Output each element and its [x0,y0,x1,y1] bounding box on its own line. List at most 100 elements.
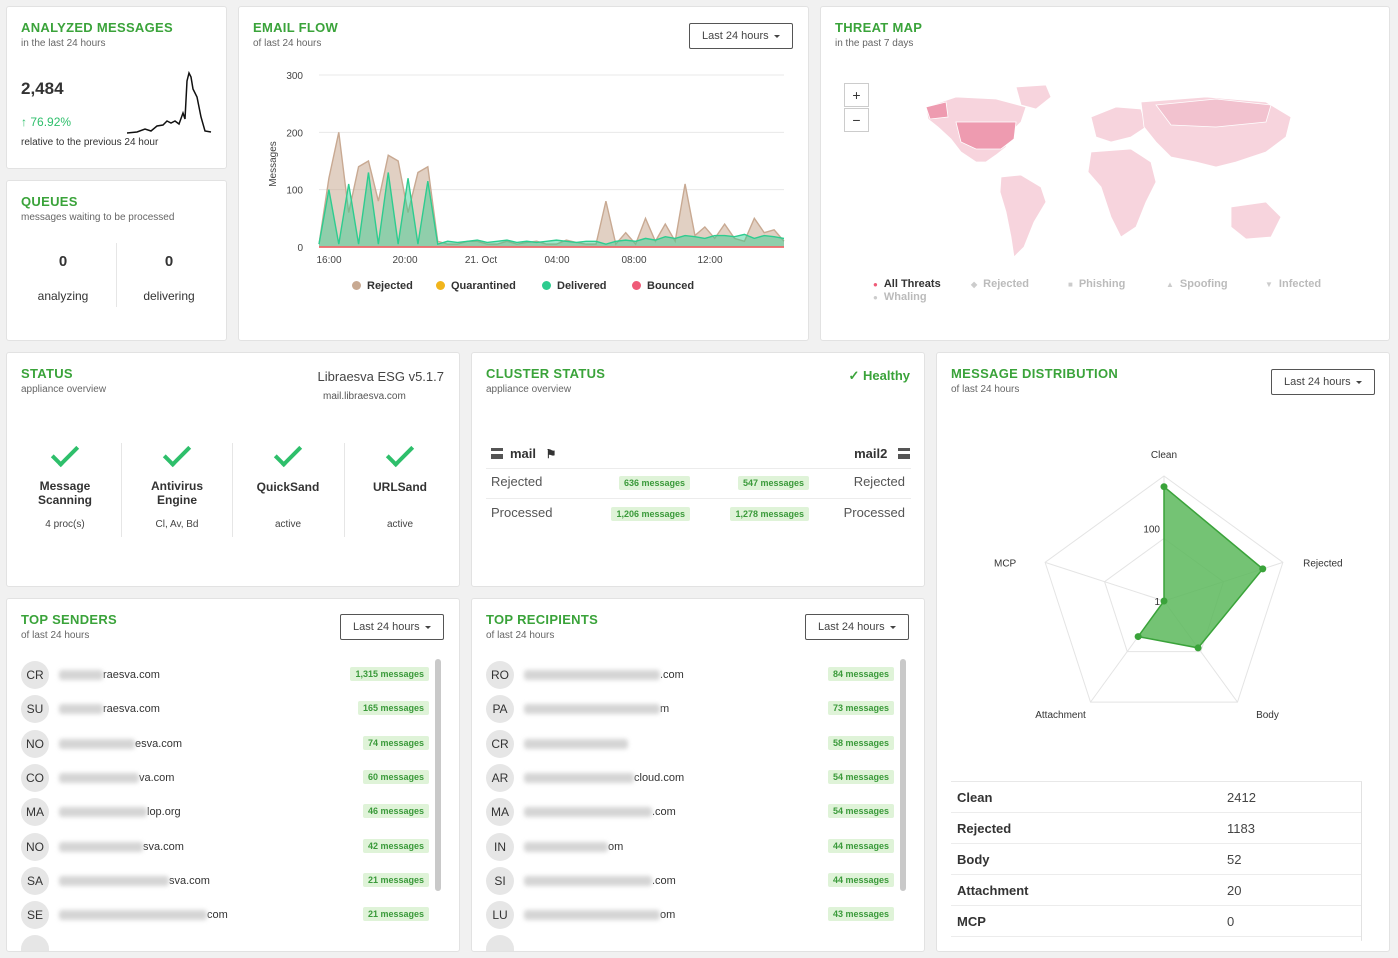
radar-point [1160,483,1168,491]
card-title: EMAIL FLOW [253,20,339,35]
legend-label: Rejected [983,278,1030,290]
divider [344,443,345,537]
x-tick-label: 21. Oct [465,255,497,266]
list-item-address[interactable] [524,738,628,750]
recipients-period-dropdown[interactable]: Last 24 hours [805,614,909,640]
divider [486,498,911,499]
cluster-health: ✓ Healthy [849,368,911,384]
list-item-address[interactable]: com [59,909,228,921]
distribution-row: Clean 2412 [951,782,1361,813]
top-recipients-card: TOP RECIPIENTS of last 24 hours Last 24 … [471,598,925,952]
redacted-text [524,772,634,783]
divider [121,443,122,537]
list-item-address[interactable]: esva.com [59,738,182,750]
node2-count-badge: 547 messages [737,476,809,490]
x-tick-label: 08:00 [621,255,646,266]
list-item-address[interactable]: sva.com [59,875,210,887]
email-flow-period-dropdown[interactable]: Last 24 hours [689,23,793,49]
message-count-badge: 1,315 messages [350,667,429,681]
address-suffix: raesva.com [103,669,160,681]
address-suffix: com [207,909,228,922]
change-value: 76.92% [30,115,72,129]
redacted-text [524,875,652,886]
status-card: STATUS appliance overview Libraesva ESG … [6,352,460,587]
threat-legend-all-threats[interactable]: ● All Threats [873,278,941,290]
server-icon [898,448,910,459]
list-item-address[interactable]: raesva.com [59,669,160,681]
health-label: Healthy [863,368,910,383]
list-item-address[interactable]: om [524,841,623,853]
caret-down-icon [1355,380,1362,384]
list-item-address[interactable]: .com [524,669,684,681]
address-suffix: .com [660,669,684,681]
list-scrollbar[interactable] [900,659,906,891]
table-scrollbar[interactable] [1361,781,1362,941]
row-name: Rejected [957,821,1012,836]
radar-axis-label: Body [1256,710,1279,721]
x-tick-label: 16:00 [316,255,341,266]
threat-legend-infected[interactable]: ▼ Infected [1265,278,1321,290]
radar-point [1194,644,1202,652]
radar-scale-label: 100 [1143,524,1160,535]
threat-legend-rejected[interactable]: ◆ Rejected [971,278,1029,290]
message-count-badge: 43 messages [827,907,894,922]
senders-period-dropdown[interactable]: Last 24 hours [340,614,444,640]
map-region-south-america [999,174,1047,258]
redacted-text [59,772,139,783]
y-axis-label: Messages [268,141,279,187]
avatar: NO [21,729,49,758]
threat-legend-phishing[interactable]: ■ Phishing [1068,278,1125,290]
node-name: mail2 [854,446,888,461]
zoom-out-button[interactable]: − [844,108,869,132]
avatar: LU [486,901,514,930]
list-item-address[interactable]: .com [524,875,676,887]
list-item-address[interactable]: .com [524,806,676,818]
row-value: 52 [1227,852,1242,867]
legend-delivered[interactable]: Delivered [542,280,607,292]
avatar: SI [486,866,514,895]
list-scrollbar[interactable] [435,659,441,891]
threat-legend-spoofing[interactable]: ▲ Spoofing [1166,278,1228,290]
list-item-address[interactable]: cloud.com [524,772,684,784]
avatar: SA [21,866,49,895]
check-icon [385,438,415,468]
redacted-text [59,875,169,886]
map-region-europe [1090,106,1147,143]
map-region-greenland [1015,84,1052,110]
redacted-text [524,910,660,921]
divider [486,468,911,469]
address-suffix: esva.com [135,737,183,750]
world-map[interactable] [916,77,1316,267]
legend-quarantined[interactable]: Quarantined [436,280,516,292]
legend-label: Infected [1278,278,1322,290]
row-value: 1183 [1227,821,1255,836]
message-count-badge: 84 messages [827,667,894,681]
cluster-row-label: Processed [491,505,553,520]
zoom-in-button[interactable]: + [844,83,869,107]
legend-bounced[interactable]: Bounced [632,280,694,292]
map-region-usa [955,121,1017,150]
radar-point [1134,633,1142,641]
radar-axis-label: Clean [1151,450,1177,461]
list-item-address[interactable]: om [524,909,675,921]
legend-rejected[interactable]: Rejected [352,280,413,292]
list-item-address[interactable]: raesva.com [59,703,160,715]
address-suffix: .com [652,806,676,819]
status-item-value: Cl, Av, Bd [155,519,199,530]
card-subtitle: of last 24 hours [951,384,1020,395]
list-item-address[interactable]: m [524,703,669,715]
radar-spoke [1044,561,1165,602]
distribution-period-dropdown[interactable]: Last 24 hours [1271,369,1375,395]
x-tick-label: 04:00 [544,255,569,266]
list-item-address[interactable]: lop.org [59,806,181,818]
list-item-address[interactable]: sva.com [59,841,184,853]
distribution-row: Body 52 [951,844,1361,875]
threat-legend-whaling[interactable]: ● Whaling [873,291,927,303]
card-subtitle: messages waiting to be processed [21,212,175,223]
radar-area [1136,485,1264,649]
node-mail2: mail2 [854,446,910,461]
legend-label: Phishing [1078,278,1126,290]
divider [116,243,117,307]
y-tick-label: 100 [286,186,303,197]
list-item-address[interactable]: va.com [59,772,174,784]
